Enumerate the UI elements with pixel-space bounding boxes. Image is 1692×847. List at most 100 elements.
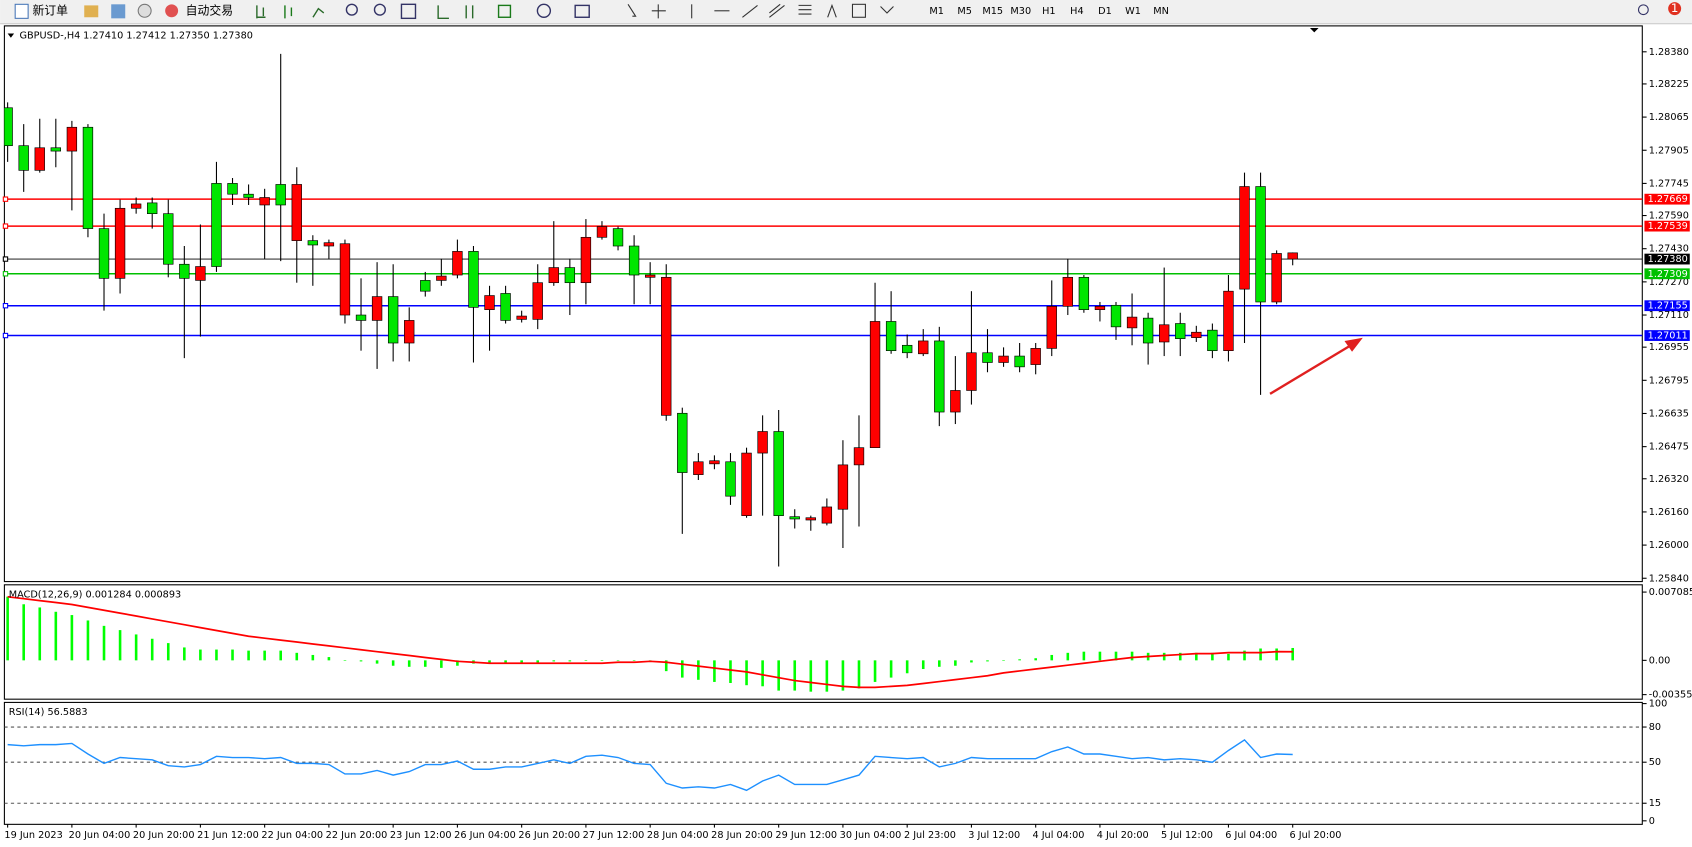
candle-body [1207, 329, 1218, 352]
candle-body [50, 147, 62, 152]
icon[interactable] [137, 3, 152, 18]
charts: 1.28380 1.28225 1.28065 1.27905 1.27745 1.275… [2, 25, 1692, 841]
level-tag [1644, 193, 1690, 205]
icon[interactable] [497, 4, 512, 18]
macd-bar [1259, 648, 1262, 661]
macd-bar [166, 643, 170, 661]
candle-body [709, 460, 720, 465]
auto-trading-icon[interactable] [165, 4, 179, 18]
x-tick-label: 4 Jul 20:00 [1097, 830, 1149, 841]
y-tick-label: 1.26475 [1649, 442, 1689, 453]
y-tick-label: 1.27270 [1649, 277, 1689, 288]
x-tick-label: 28 Jun 04:00 [647, 830, 709, 841]
timeframe-button[interactable]: M15 [982, 6, 1003, 17]
macd-bar [1211, 652, 1214, 661]
icon[interactable] [574, 4, 590, 18]
candle-body [644, 274, 656, 278]
search[interactable] [1637, 4, 1649, 16]
channel[interactable] [769, 3, 785, 18]
chart-tools[interactable] [256, 3, 590, 20]
macd-bar [22, 604, 25, 661]
y-tick-label: 1.26955 [1649, 342, 1689, 353]
text-tool[interactable] [827, 3, 837, 18]
candle-body [355, 314, 367, 321]
candle-body [661, 276, 672, 416]
timeframe-button[interactable]: H4 [1070, 6, 1083, 17]
level-label: 1.27155 [1648, 301, 1688, 312]
candle-body [420, 280, 431, 292]
timeframe-button[interactable]: W1 [1125, 6, 1141, 17]
candle-body [564, 267, 576, 284]
candle-body [500, 293, 511, 321]
candle-body [34, 147, 45, 171]
crosshair[interactable] [651, 4, 666, 19]
icon[interactable] [84, 5, 99, 18]
candle-body [1159, 324, 1170, 343]
auto-trading[interactable]: 自动交易 [186, 3, 233, 17]
badge[interactable] [1668, 2, 1682, 16]
x-tick-label: 6 Jul 04:00 [1225, 830, 1277, 841]
icon[interactable] [284, 5, 293, 19]
draw-tools[interactable] [627, 3, 894, 19]
label-tool[interactable] [851, 3, 866, 18]
x-tick-label: 29 Jun 12:00 [775, 830, 837, 841]
candle-body [580, 236, 592, 284]
x-tick-label: 26 Jun 20:00 [518, 830, 580, 841]
fibo[interactable] [798, 4, 812, 15]
macd-bar [86, 620, 90, 661]
macd-bar [456, 660, 459, 666]
macd-bar [938, 660, 941, 667]
macd-bar [921, 660, 925, 670]
signal-line [7, 595, 1293, 689]
macd-bar [905, 660, 909, 674]
macd-bar [793, 660, 797, 691]
arrows[interactable] [880, 6, 894, 14]
macd-bar [6, 596, 9, 661]
icon[interactable] [312, 7, 325, 18]
y-tick-label: 80 [1649, 722, 1661, 733]
timeframe-button[interactable]: D1 [1098, 6, 1112, 17]
macd-bar [584, 660, 588, 661]
zoom-out[interactable] [373, 3, 386, 16]
candle-body [275, 184, 286, 206]
candle-body [484, 295, 495, 310]
icon[interactable] [111, 4, 126, 19]
new-order-icon[interactable] [14, 3, 29, 19]
candle-body [98, 228, 110, 279]
macd-bar [295, 652, 299, 661]
macd-bar [777, 660, 780, 691]
macd-bar [150, 638, 154, 661]
icon[interactable] [400, 3, 417, 20]
macd-bar [1275, 648, 1278, 661]
new-order[interactable]: 新订单 [32, 3, 68, 17]
candle-body [596, 226, 608, 238]
timeframe-button[interactable]: M5 [957, 6, 972, 17]
zoom-in[interactable] [345, 3, 358, 16]
macd-bar [616, 660, 620, 661]
timeframe-button[interactable]: MN [1153, 6, 1169, 17]
macd-bar [247, 650, 250, 661]
level-label: 1.27011 [1648, 331, 1688, 342]
panel-frame [3, 25, 1643, 583]
macd-bar [1243, 650, 1246, 661]
trendline[interactable] [742, 4, 758, 18]
timeframe-button[interactable]: M30 [1010, 6, 1031, 17]
macd-bar [102, 625, 106, 661]
macd-bar [231, 649, 234, 661]
timeframe-button[interactable]: H1 [1042, 6, 1055, 17]
macd-bar [536, 660, 540, 663]
icon[interactable] [437, 5, 449, 20]
candle-body [982, 352, 993, 363]
icon[interactable] [256, 5, 266, 19]
plot-area [6, 595, 1294, 692]
icon[interactable] [536, 3, 552, 18]
macd-bar [761, 660, 764, 687]
timeframe-button[interactable]: M1 [929, 6, 944, 17]
macd-bar [488, 660, 491, 663]
icon[interactable] [465, 5, 474, 19]
macd-bar [118, 630, 122, 661]
macd-bar [343, 660, 347, 661]
cursor[interactable] [627, 4, 637, 17]
macd-bar [279, 650, 283, 661]
macd-bar [391, 660, 395, 666]
